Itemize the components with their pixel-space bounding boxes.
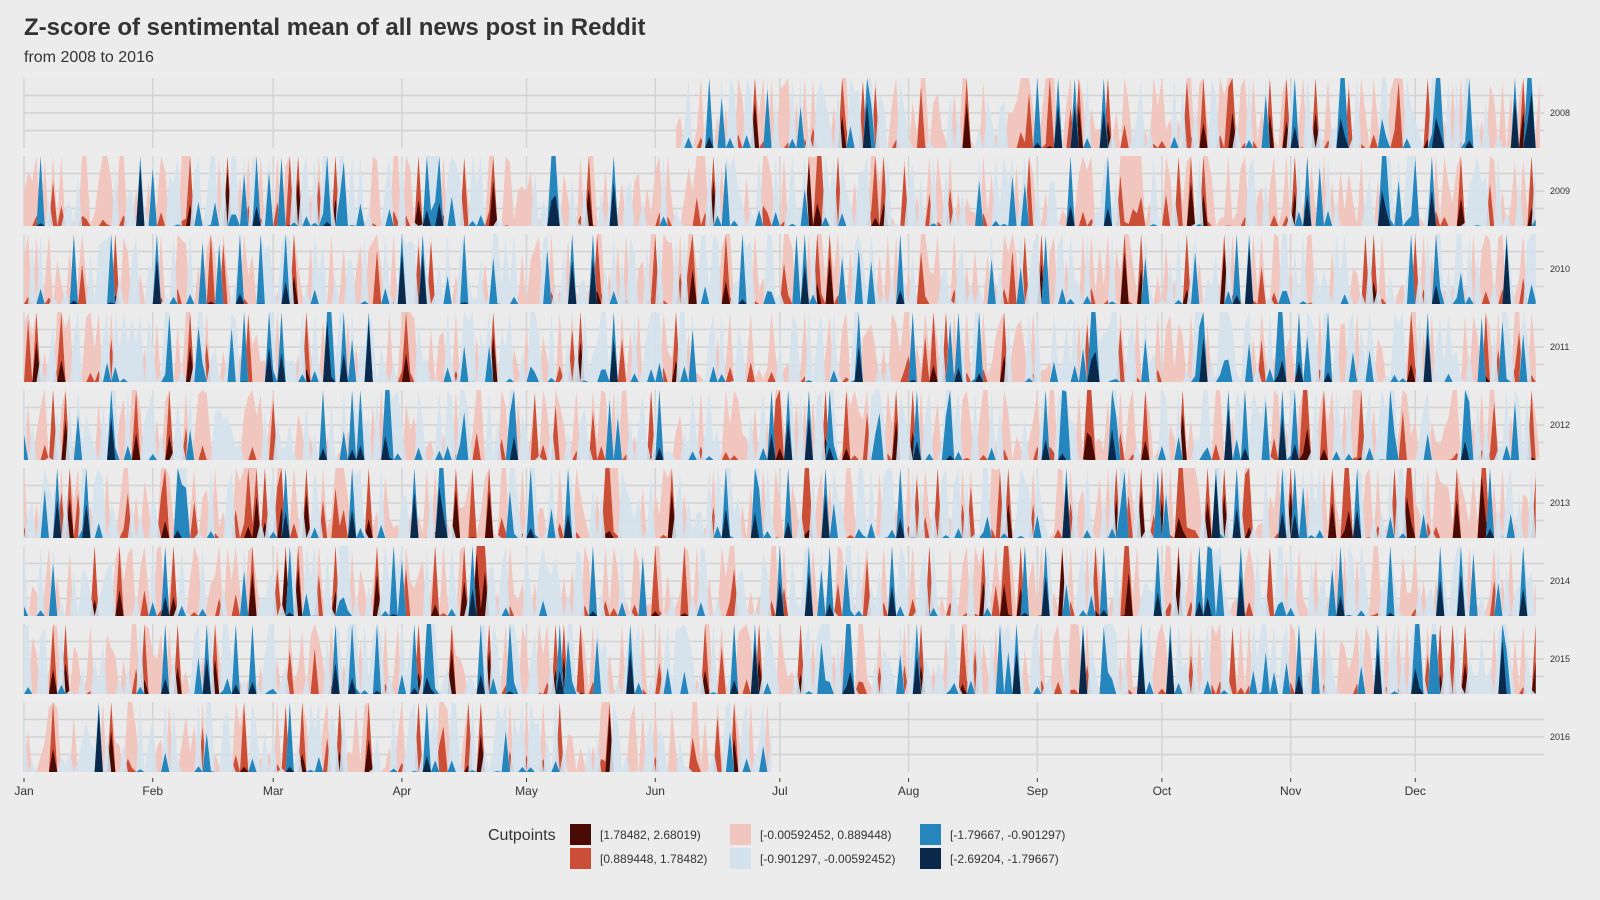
facet-panel: 2014 xyxy=(23,546,1570,616)
horizon-band xyxy=(24,553,1536,616)
x-tick-label: Jun xyxy=(646,784,665,798)
legend-item: [-0.901297, -0.00592452) xyxy=(730,848,895,869)
horizon-band xyxy=(24,702,772,772)
horizon-band xyxy=(24,468,1536,538)
horizon-band xyxy=(24,702,772,772)
facet-label: 2015 xyxy=(1550,654,1570,664)
facet-label: 2008 xyxy=(1550,108,1570,118)
horizon-band xyxy=(24,710,772,772)
horizon-band xyxy=(24,390,1540,460)
x-tick-label: Mar xyxy=(263,784,284,798)
horizon-band xyxy=(24,234,1536,304)
horizon-band xyxy=(24,571,1536,616)
facet-label: 2016 xyxy=(1550,732,1570,742)
horizon-band xyxy=(24,624,1536,694)
horizon-band xyxy=(676,78,1540,148)
facet-label: 2013 xyxy=(1550,498,1570,508)
facet-label: 2009 xyxy=(1550,186,1570,196)
facet-panel: 2016 xyxy=(23,702,1570,772)
legend-swatch xyxy=(730,824,751,845)
x-tick-label: Jan xyxy=(14,784,33,798)
legend-swatch xyxy=(730,848,751,869)
horizon-band xyxy=(24,702,772,772)
facet-label: 2010 xyxy=(1550,264,1570,274)
legend-item: [0.889448, 1.78482) xyxy=(570,848,707,869)
facet-panel: 2009 xyxy=(23,156,1570,226)
horizon-band xyxy=(24,390,1540,460)
x-tick-label: Dec xyxy=(1405,784,1426,798)
x-tick-label: May xyxy=(515,784,538,798)
legend-label: [-1.79667, -0.901297) xyxy=(950,827,1066,842)
facet-panel: 2010 xyxy=(23,234,1570,304)
legend-item: [-1.79667, -0.901297) xyxy=(920,824,1065,845)
facet-panel: 2011 xyxy=(23,312,1569,382)
horizon-band xyxy=(24,468,1536,538)
x-tick-label: Oct xyxy=(1153,784,1172,798)
x-tick-label: Aug xyxy=(898,784,919,798)
facet-label: 2012 xyxy=(1550,420,1570,430)
horizon-band xyxy=(676,102,1540,148)
legend-title: Cutpoints xyxy=(488,827,556,844)
legend-item: [-0.00592452, 0.889448) xyxy=(730,824,891,845)
x-tick-label: Jul xyxy=(772,784,787,798)
x-tick-label: Nov xyxy=(1280,784,1301,798)
x-tick-label: Sep xyxy=(1027,784,1049,798)
horizon-band xyxy=(24,312,1536,382)
x-tick-label: Feb xyxy=(142,784,163,798)
legend-item: [1.78482, 2.68019) xyxy=(570,824,701,845)
facet-panel: 2008 xyxy=(23,78,1570,148)
legend-swatch xyxy=(570,848,591,869)
horizon-band xyxy=(24,390,1540,460)
legend-label: [-0.901297, -0.00592452) xyxy=(760,851,896,866)
horizon-band xyxy=(24,312,1536,382)
legend-swatch xyxy=(920,824,941,845)
facet-label: 2011 xyxy=(1550,342,1569,352)
legend-swatch xyxy=(570,824,591,845)
x-tick-label: Apr xyxy=(393,784,412,798)
facet-panel: 2015 xyxy=(23,624,1570,694)
horizon-band xyxy=(24,156,1536,226)
legend-swatch xyxy=(920,848,941,869)
horizon-band xyxy=(24,243,1536,304)
horizon-band xyxy=(676,78,1540,148)
legend-label: [1.78482, 2.68019) xyxy=(600,827,701,842)
legend-label: [-0.00592452, 0.889448) xyxy=(760,827,892,842)
chart-subtitle: from 2008 to 2016 xyxy=(24,49,154,66)
horizon-band xyxy=(24,624,1536,694)
facet-label: 2014 xyxy=(1550,576,1570,586)
horizon-band xyxy=(24,167,1536,226)
facet-panel: 2012 xyxy=(23,390,1570,460)
facet-panel: 2013 xyxy=(23,468,1570,538)
legend-label: [0.889448, 1.78482) xyxy=(600,851,708,866)
legend-label: [-2.69204, -1.79667) xyxy=(950,851,1059,866)
horizon-band xyxy=(24,321,1536,382)
chart-title: Z-score of sentimental mean of all news … xyxy=(24,14,646,41)
legend-item: [-2.69204, -1.79667) xyxy=(920,848,1059,869)
